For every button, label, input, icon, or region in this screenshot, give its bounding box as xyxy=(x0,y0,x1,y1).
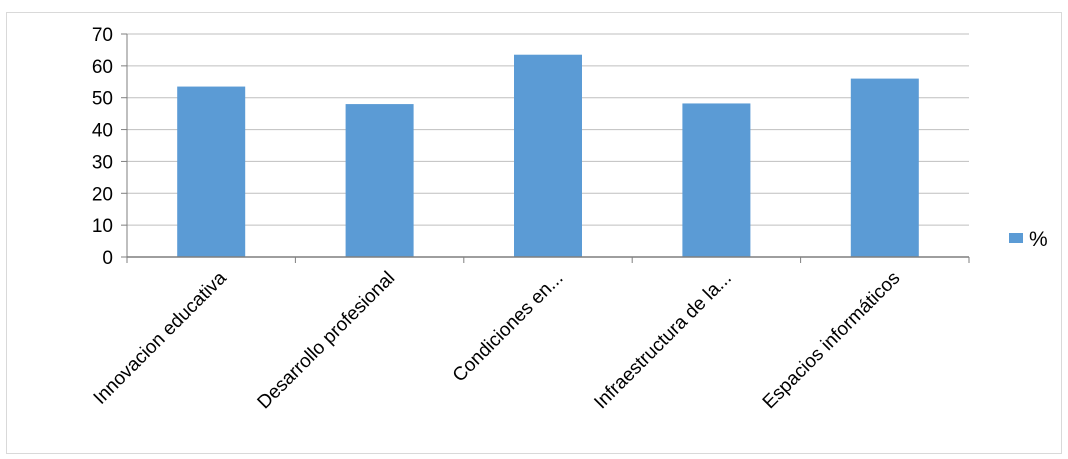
legend: % xyxy=(1009,228,1048,251)
y-tick-labels: 0 10 20 30 40 50 60 70 xyxy=(92,25,113,269)
y-tick-label: 20 xyxy=(92,184,113,205)
legend-label: % xyxy=(1029,228,1048,251)
bars xyxy=(177,54,919,258)
bar xyxy=(514,54,582,258)
y-tick-label: 60 xyxy=(92,57,113,78)
y-tick-label: 0 xyxy=(102,248,113,269)
category-labels: Innovacion educativa Desarrollo profesion… xyxy=(90,267,905,413)
y-tick-label: 30 xyxy=(92,152,113,173)
bar xyxy=(850,78,919,257)
bar xyxy=(345,104,414,257)
y-tick-label: 10 xyxy=(92,216,113,237)
category-label: Espacios informáticos xyxy=(759,268,905,414)
category-label: Condiciones en... xyxy=(449,268,568,387)
y-tick-label: 40 xyxy=(92,121,113,142)
y-tick-label: 70 xyxy=(92,25,113,46)
axes xyxy=(121,33,970,263)
category-label: Infraestructura de la... xyxy=(590,268,736,414)
category-label: Innovacion educativa xyxy=(90,267,231,408)
legend-swatch xyxy=(1009,233,1023,243)
y-tick-label: 50 xyxy=(92,89,113,110)
bar xyxy=(177,86,246,257)
bar xyxy=(682,103,751,257)
category-label: Desarrollo profesional xyxy=(254,268,400,414)
